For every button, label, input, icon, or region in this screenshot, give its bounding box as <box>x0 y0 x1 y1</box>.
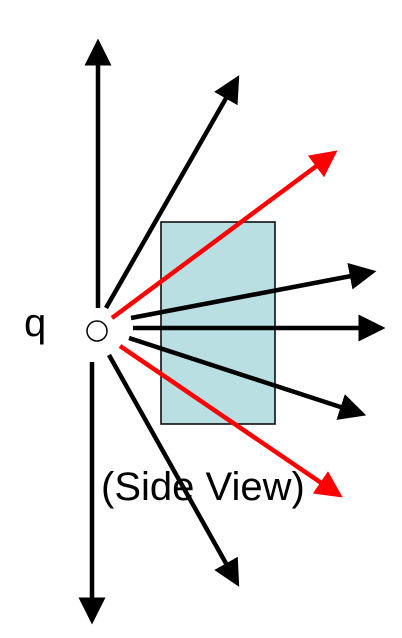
point-charge <box>86 320 108 342</box>
field-lines <box>78 38 386 625</box>
field-line-lower-boundary <box>118 344 343 498</box>
surface-rectangle <box>160 221 276 425</box>
field-line-upper-diagonal <box>104 75 240 310</box>
field-line-lower-right <box>128 335 367 420</box>
field-line-upper-right <box>130 262 377 321</box>
field-line-lower-diagonal <box>107 353 240 587</box>
charge-label: q <box>24 301 46 345</box>
view-label: (Side View) <box>101 465 305 509</box>
field-line-upper-boundary <box>110 150 338 320</box>
